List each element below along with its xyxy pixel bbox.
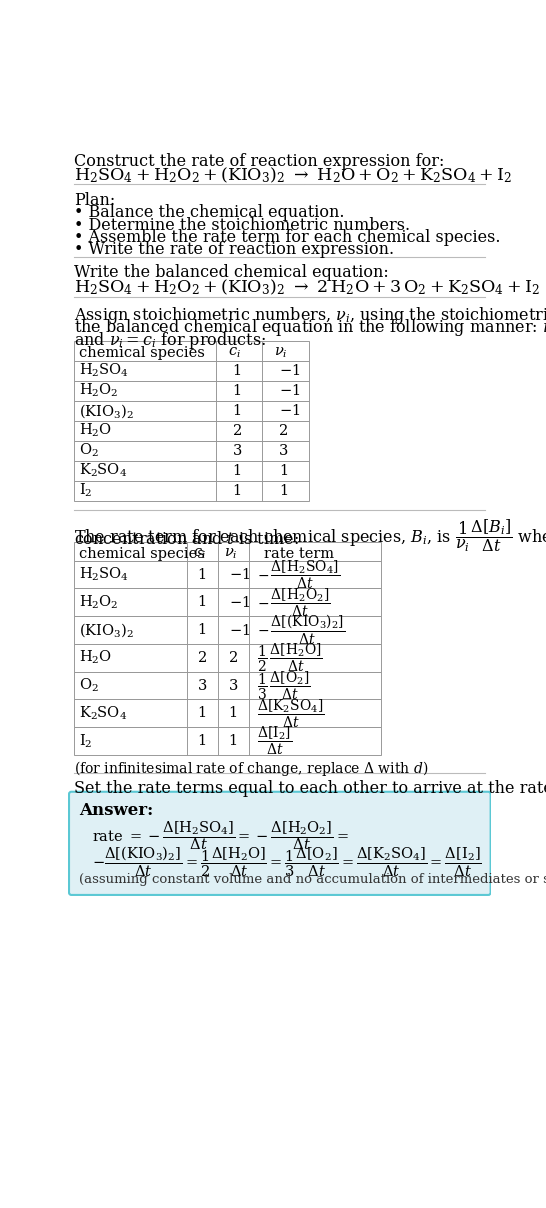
- Text: $\nu_i$: $\nu_i$: [224, 547, 238, 562]
- Bar: [74, 441, 308, 460]
- Text: $\mathregular{H_2O}$: $\mathregular{H_2O}$: [79, 422, 112, 440]
- Text: $\dfrac{\Delta[\mathrm{K_2SO_4}]}{\Delta t}$: $\dfrac{\Delta[\mathrm{K_2SO_4}]}{\Delta…: [257, 697, 324, 730]
- Text: $\dfrac{1}{2}\,\dfrac{\Delta[\mathrm{H_2O}]}{\Delta t}$: $\dfrac{1}{2}\,\dfrac{\Delta[\mathrm{H_2…: [257, 641, 322, 674]
- Text: $\mathregular{H_2SO_4}$: $\mathregular{H_2SO_4}$: [79, 362, 129, 379]
- Text: • Write the rate of reaction expression.: • Write the rate of reaction expression.: [74, 242, 395, 259]
- Text: 1: 1: [198, 734, 207, 748]
- Text: $\mathregular{(KIO_3)_2}$: $\mathregular{(KIO_3)_2}$: [79, 621, 134, 639]
- Text: $-1$: $-1$: [229, 567, 250, 582]
- Text: 1: 1: [233, 403, 242, 418]
- Text: $-1$: $-1$: [279, 383, 300, 399]
- Text: concentration and $t$ is time:: concentration and $t$ is time:: [74, 532, 299, 548]
- Text: • Assemble the rate term for each chemical species.: • Assemble the rate term for each chemic…: [74, 228, 501, 246]
- Text: 1: 1: [229, 707, 238, 720]
- Text: • Balance the chemical equation.: • Balance the chemical equation.: [74, 204, 345, 221]
- Bar: [74, 360, 308, 381]
- Text: the balanced chemical equation in the following manner: $\nu_i = -c_i$ for react: the balanced chemical equation in the fo…: [74, 318, 546, 338]
- Text: $\mathregular{H_2O_2}$: $\mathregular{H_2O_2}$: [79, 382, 118, 400]
- Bar: [74, 381, 308, 401]
- Text: $\mathregular{H_2O}$: $\mathregular{H_2O}$: [79, 649, 112, 667]
- Bar: [74, 644, 381, 672]
- Text: $\mathregular{H_2SO_4+H_2O_2+(KIO_3)_2}\ \rightarrow\ \mathregular{2\,H_2O+3\,O_: $\mathregular{H_2SO_4+H_2O_2+(KIO_3)_2}\…: [74, 278, 540, 297]
- FancyBboxPatch shape: [69, 791, 491, 895]
- Text: (assuming constant volume and no accumulation of intermediates or side products): (assuming constant volume and no accumul…: [79, 872, 546, 885]
- Bar: [74, 616, 381, 644]
- Text: $-1$: $-1$: [279, 403, 300, 418]
- Bar: [74, 672, 381, 699]
- Bar: [74, 699, 381, 727]
- Text: $\mathregular{H_2SO_4}$: $\mathregular{H_2SO_4}$: [79, 565, 129, 583]
- Text: 1: 1: [279, 483, 288, 498]
- Text: $\mathregular{O_2}$: $\mathregular{O_2}$: [79, 676, 99, 695]
- Text: 2: 2: [229, 651, 238, 664]
- Bar: [74, 542, 381, 561]
- Text: The rate term for each chemical species, $B_i$, is $\dfrac{1}{\nu_i}\dfrac{\Delt: The rate term for each chemical species,…: [74, 518, 546, 554]
- Text: 1: 1: [229, 734, 238, 748]
- Text: 1: 1: [233, 384, 242, 397]
- Text: 1: 1: [233, 483, 242, 498]
- Text: $-1$: $-1$: [229, 594, 250, 610]
- Text: Answer:: Answer:: [79, 802, 153, 819]
- Text: $\mathregular{H_2O_2}$: $\mathregular{H_2O_2}$: [79, 593, 118, 611]
- Text: rate $= -\dfrac{\Delta[\mathrm{H_2SO_4}]}{\Delta t} = -\dfrac{\Delta[\mathrm{H_2: rate $= -\dfrac{\Delta[\mathrm{H_2SO_4}]…: [92, 819, 348, 852]
- Text: $\mathregular{I_2}$: $\mathregular{I_2}$: [79, 482, 93, 499]
- Text: 3: 3: [279, 443, 288, 458]
- Bar: [74, 588, 381, 616]
- Text: $\dfrac{1}{3}\,\dfrac{\Delta[\mathrm{O_2}]}{\Delta t}$: $\dfrac{1}{3}\,\dfrac{\Delta[\mathrm{O_2…: [257, 669, 310, 702]
- Text: 2: 2: [198, 651, 207, 664]
- Text: 1: 1: [198, 596, 207, 609]
- Bar: [74, 561, 381, 588]
- Bar: [74, 460, 308, 481]
- Text: $-\,\dfrac{\Delta[\mathrm{(KIO_3)_2}]}{\Delta t}$: $-\,\dfrac{\Delta[\mathrm{(KIO_3)_2}]}{\…: [257, 612, 345, 647]
- Text: $\mathregular{K_2SO_4}$: $\mathregular{K_2SO_4}$: [79, 704, 127, 722]
- Text: chemical species: chemical species: [79, 547, 205, 561]
- Text: 1: 1: [198, 568, 207, 581]
- Text: $-\dfrac{\Delta[\mathrm{(KIO_3)_2}]}{\Delta t} = \dfrac{1}{2}\dfrac{\Delta[\math: $-\dfrac{\Delta[\mathrm{(KIO_3)_2}]}{\De…: [92, 844, 481, 879]
- Text: $\mathregular{K_2SO_4}$: $\mathregular{K_2SO_4}$: [79, 461, 127, 480]
- Text: and $\nu_i = c_i$ for products:: and $\nu_i = c_i$ for products:: [74, 330, 266, 350]
- Text: $c_i$: $c_i$: [228, 345, 241, 360]
- Text: 1: 1: [233, 364, 242, 378]
- Text: 2: 2: [233, 424, 242, 437]
- Text: Plan:: Plan:: [74, 192, 116, 209]
- Text: $-\,\dfrac{\Delta[\mathrm{H_2O_2}]}{\Delta t}$: $-\,\dfrac{\Delta[\mathrm{H_2O_2}]}{\Del…: [257, 586, 330, 618]
- Text: Set the rate terms equal to each other to arrive at the rate expression:: Set the rate terms equal to each other t…: [74, 780, 546, 797]
- Text: $\nu_i$: $\nu_i$: [275, 345, 288, 360]
- Text: (for infinitesimal rate of change, replace Δ with $d$): (for infinitesimal rate of change, repla…: [74, 759, 429, 778]
- Text: $-1$: $-1$: [229, 622, 250, 638]
- Text: • Determine the stoichiometric numbers.: • Determine the stoichiometric numbers.: [74, 216, 411, 233]
- Text: 1: 1: [198, 623, 207, 637]
- Text: Write the balanced chemical equation:: Write the balanced chemical equation:: [74, 265, 389, 281]
- Text: 1: 1: [233, 464, 242, 477]
- Bar: [74, 341, 308, 360]
- Text: 3: 3: [229, 679, 238, 692]
- Text: $\mathregular{H_2SO_4+H_2O_2+(KIO_3)_2}\ \rightarrow\ \mathregular{H_2O+O_2+K_2S: $\mathregular{H_2SO_4+H_2O_2+(KIO_3)_2}\…: [74, 165, 512, 185]
- Text: $\mathregular{O_2}$: $\mathregular{O_2}$: [79, 442, 99, 459]
- Text: 2: 2: [279, 424, 288, 437]
- Text: $\mathregular{I_2}$: $\mathregular{I_2}$: [79, 732, 93, 750]
- Text: Assign stoichiometric numbers, $\nu_i$, using the stoichiometric coefficients, $: Assign stoichiometric numbers, $\nu_i$, …: [74, 306, 546, 326]
- Text: $\mathregular{(KIO_3)_2}$: $\mathregular{(KIO_3)_2}$: [79, 402, 134, 419]
- Bar: [74, 727, 381, 755]
- Text: 1: 1: [279, 464, 288, 477]
- Text: 1: 1: [198, 707, 207, 720]
- Bar: [74, 401, 308, 420]
- Bar: [74, 481, 308, 500]
- Text: chemical species: chemical species: [79, 345, 205, 360]
- Text: Construct the rate of reaction expression for:: Construct the rate of reaction expressio…: [74, 152, 445, 169]
- Text: 3: 3: [233, 443, 242, 458]
- Text: 3: 3: [198, 679, 207, 692]
- Text: $-\,\dfrac{\Delta[\mathrm{H_2SO_4}]}{\Delta t}$: $-\,\dfrac{\Delta[\mathrm{H_2SO_4}]}{\De…: [257, 558, 340, 591]
- Text: $\dfrac{\Delta[\mathrm{I_2}]}{\Delta t}$: $\dfrac{\Delta[\mathrm{I_2}]}{\Delta t}$: [257, 725, 292, 757]
- Text: rate term: rate term: [264, 547, 335, 561]
- Bar: [74, 420, 308, 441]
- Text: $c_i$: $c_i$: [193, 547, 206, 562]
- Text: $-1$: $-1$: [279, 364, 300, 378]
